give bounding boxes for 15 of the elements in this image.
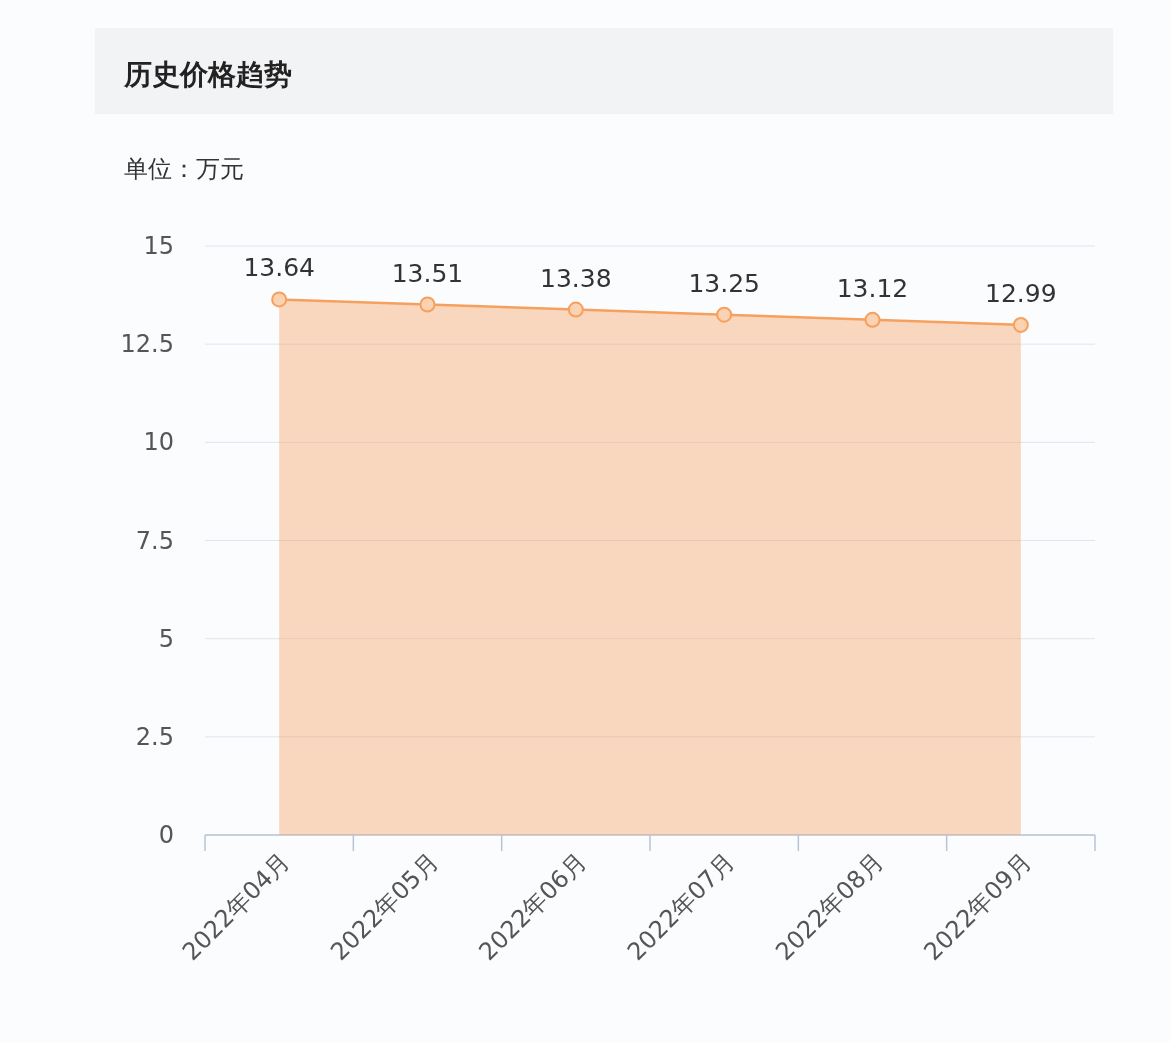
chart-subtitle: 单位：万元 bbox=[124, 155, 244, 183]
data-label: 13.12 bbox=[836, 273, 909, 303]
chart-title: 历史价格趋势 bbox=[123, 58, 292, 91]
y-tick-label: 12.5 bbox=[120, 330, 174, 359]
data-label: 13.64 bbox=[243, 253, 315, 283]
y-tick-label: 15 bbox=[143, 232, 174, 260]
y-tick-label: 0 bbox=[158, 821, 174, 849]
data-label: 12.99 bbox=[985, 278, 1057, 308]
y-tick-label: 2.5 bbox=[135, 722, 174, 751]
data-label: 13.38 bbox=[540, 263, 612, 293]
y-tick-label: 10 bbox=[143, 428, 174, 457]
data-label: 13.51 bbox=[391, 258, 464, 288]
data-label: 13.25 bbox=[688, 268, 760, 298]
y-tick-label: 5 bbox=[158, 624, 174, 653]
y-tick-label: 7.5 bbox=[135, 526, 174, 555]
